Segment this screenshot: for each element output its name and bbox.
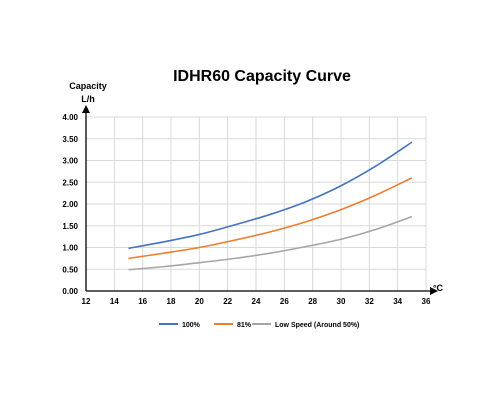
y-tick-label: 1.50 — [62, 222, 78, 231]
y-axis-label-line-1: Capacity — [69, 81, 107, 91]
y-tick-label: 2.00 — [62, 200, 78, 209]
x-tick-label: 20 — [195, 297, 204, 306]
y-tick-label: 1.00 — [62, 244, 78, 253]
x-tick-label: 28 — [308, 297, 317, 306]
x-tick-label: 14 — [110, 297, 119, 306]
y-tick-label: 4.00 — [62, 113, 78, 122]
x-tick-label: 16 — [138, 297, 147, 306]
x-tick-label: 34 — [393, 297, 402, 306]
x-tick-label: 26 — [280, 297, 289, 306]
x-tick-label: 32 — [365, 297, 374, 306]
x-tick-label: 24 — [252, 297, 261, 306]
x-tick-label: 12 — [82, 297, 91, 306]
y-axis-arrow — [82, 105, 90, 113]
y-tick-label: 0.00 — [62, 287, 78, 296]
series-lines — [128, 141, 413, 271]
x-tick-label: 36 — [422, 297, 431, 306]
legend-label-2: 81% — [237, 322, 252, 329]
chart-title: IDHR60 Capacity Curve — [173, 68, 351, 85]
y-tick-label: 2.50 — [62, 178, 78, 187]
grid-lines — [86, 116, 427, 291]
x-tick-label: 30 — [337, 297, 346, 306]
legend: 100% 81% Low Speed (Around 50%) — [159, 322, 359, 329]
series-line-2 — [128, 177, 413, 260]
x-axis-label: °C — [433, 283, 444, 293]
x-axis-arrow — [430, 287, 438, 295]
y-axis-label-line-2: L/h — [81, 94, 95, 104]
series-line-1 — [128, 141, 413, 250]
y-tick-label: 0.50 — [62, 265, 78, 274]
legend-label-3: Low Speed (Around 50%) — [275, 322, 359, 329]
y-tick-label: 3.50 — [62, 135, 78, 144]
series-line-3 — [128, 215, 413, 271]
x-tick-label: 22 — [223, 297, 232, 306]
tick-labels: 12 14 16 18 20 22 24 26 28 30 32 34 36 0.00 0.50 1.00 1.… — [62, 113, 431, 306]
legend-label-1: 100% — [182, 322, 201, 329]
y-tick-label: 3.00 — [62, 157, 78, 166]
axes — [82, 105, 438, 295]
x-tick-label: 18 — [167, 297, 176, 306]
